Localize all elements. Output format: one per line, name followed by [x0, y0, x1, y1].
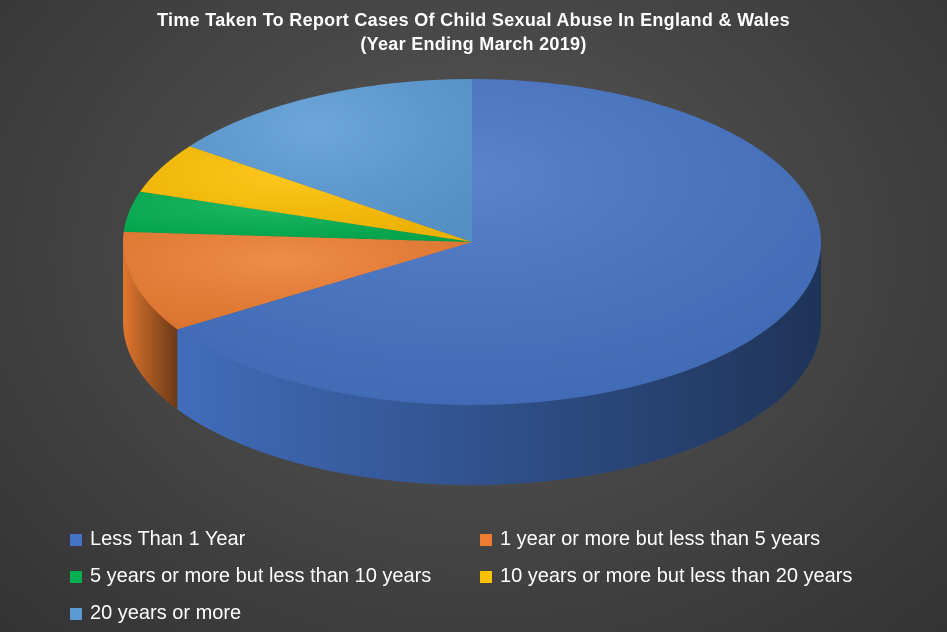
pie-side-shade-less-than-1-year: [177, 242, 821, 485]
legend-label: 5 years or more but less than 10 years: [90, 565, 432, 587]
pie-slice-shade-1-year-or-more-but-less-than-5-years: [123, 231, 472, 330]
legend-item-5-years-or-more-but-less-than-10-years: 5 years or more but less than 10 years: [70, 563, 480, 590]
legend-swatch: [70, 533, 82, 546]
pie-slice-shade-10-years-or-more-but-less-than-20-years: [140, 146, 472, 242]
legend-swatch: [480, 533, 492, 546]
legend-swatch: [70, 607, 82, 620]
legend-label: 1 year or more but less than 5 years: [500, 528, 821, 550]
pie-side-shade-1-year-or-more-but-less-than-5-years: [123, 242, 178, 410]
pie-slice-shade-less-than-1-year: [177, 79, 821, 405]
chart-legend: Less Than 1 Year 1 year or more but less …: [70, 526, 930, 627]
legend-swatch: [70, 570, 82, 583]
pie-slice-shade-5-years-or-more-but-less-than-10-years: [123, 191, 473, 242]
legend-item-1-year-or-more-but-less-than-5-years: 1 year or more but less than 5 years: [480, 526, 920, 553]
pie-slice-shade-20-years-or-more: [189, 79, 472, 242]
chart-title: Time Taken To Report Cases Of Child Sexu…: [0, 8, 947, 56]
legend-swatch: [480, 570, 492, 583]
chart-title-line: Time Taken To Report Cases Of Child Sexu…: [157, 10, 790, 30]
legend-item-10-years-or-more-but-less-than-20-years: 10 years or more but less than 20 years: [480, 563, 920, 590]
legend-label: Less Than 1 Year: [90, 528, 246, 550]
legend-label: 20 years or more: [90, 602, 242, 624]
legend-label: 10 years or more but less than 20 years: [500, 565, 853, 587]
chart-subtitle: (Year Ending March 2019): [360, 34, 587, 54]
legend-item-20-years-or-more: 20 years or more: [70, 600, 480, 627]
legend-item-less-than-1-year: Less Than 1 Year: [70, 526, 480, 553]
